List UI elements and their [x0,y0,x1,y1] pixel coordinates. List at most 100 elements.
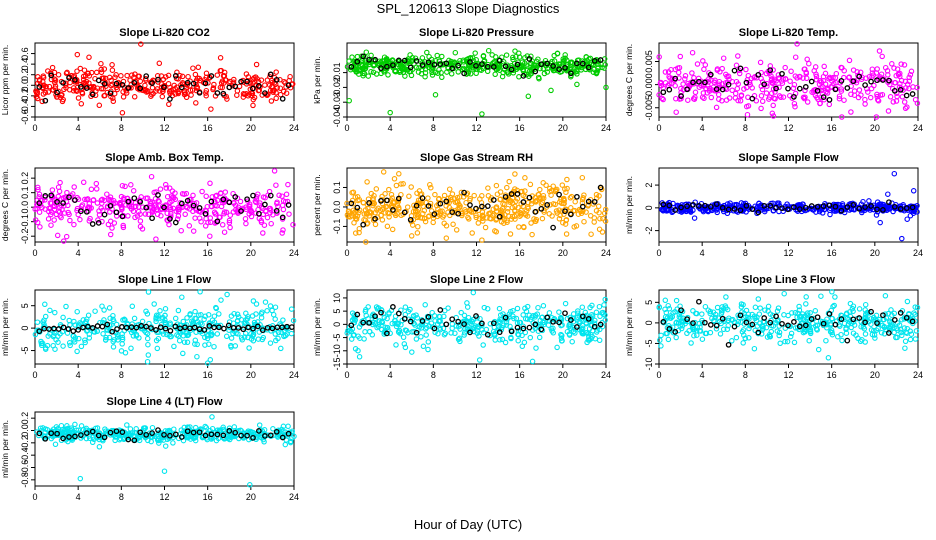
data-point [67,342,73,349]
y-axis-label: ml/min per min. [624,176,634,234]
data-point [726,95,733,101]
data-point [243,220,249,227]
highlight-point [449,209,456,215]
data-point [529,358,536,365]
data-point [253,196,260,202]
data-point [785,312,791,319]
data-point [426,213,432,219]
data-point [203,193,209,200]
highlight-point [167,216,173,222]
data-point [406,193,412,200]
highlight-point [508,66,515,73]
x-tick-label: 20 [246,370,256,380]
data-point [358,67,364,73]
data-point [273,337,279,344]
highlight-point [473,313,479,319]
data-point [35,186,41,193]
highlight-point [190,80,197,87]
data-point [413,312,419,318]
highlight-point [550,63,556,69]
data-point [470,289,477,296]
data-point [49,64,56,71]
data-point [80,76,87,83]
data-point [563,217,569,224]
data-point [145,437,151,444]
data-point [503,52,510,58]
highlight-point [419,318,426,324]
highlight-points [660,65,916,103]
highlight-point [273,76,280,83]
data-point [143,89,150,95]
data-point [66,340,73,346]
data-point [515,204,521,211]
data-point [678,85,684,92]
highlight-point [544,202,551,208]
data-point [388,191,395,198]
y-tick-label: -0.4 [20,447,30,463]
highlight-point [713,86,720,92]
data-point [179,81,186,87]
data-point [836,93,843,99]
data-point [211,313,218,319]
data-point [596,303,603,310]
data-point [85,196,91,202]
data-point [394,320,400,326]
data-point [178,227,184,234]
data-point [247,79,253,85]
data-point [166,427,173,434]
data-point [98,85,105,92]
data-point [493,217,499,223]
highlight-point [288,324,295,330]
highlight-point [196,205,203,211]
data-point [422,73,428,80]
highlight-point [820,203,827,209]
highlight-point [85,323,91,330]
data-point [137,218,144,224]
data-point [800,94,807,101]
data-point [152,196,159,202]
data-point [520,312,526,318]
data-point [878,329,885,336]
data-point [780,208,786,215]
data-point [82,339,88,346]
data-point [893,334,899,341]
data-point [826,101,833,108]
data-point [262,82,268,88]
data-point [897,73,903,80]
data-point [156,440,162,446]
data-point [442,307,448,314]
data-point [37,224,43,230]
data-point [682,73,689,79]
data-point [841,67,847,74]
figure-x-axis-label: Hour of Day (UTC) [413,517,523,532]
x-tick-label: 24 [289,248,299,258]
highlight-point [713,201,720,207]
highlight-point [202,210,209,217]
data-point [208,106,214,112]
data-point [113,321,120,328]
data-point [473,212,479,219]
data-point [48,222,54,228]
data-point [243,71,250,77]
data-point [439,53,445,60]
data-point [102,92,108,99]
data-point [164,210,170,217]
data-point [137,78,144,85]
highlight-point [250,325,256,332]
data-point [515,327,522,334]
data-point [59,92,65,98]
data-point [419,215,425,221]
data-point [461,332,467,338]
data-point [596,209,602,216]
y-tick-label: 5 [20,303,30,308]
highlight-point [285,430,292,437]
x-tick-label: 24 [289,492,299,502]
data-point [724,326,731,333]
highlight-point [101,211,108,218]
data-point [492,71,498,78]
data-point [361,70,368,77]
data-point [687,208,693,214]
data-point [481,304,488,311]
highlight-point [678,204,684,211]
data-point [369,332,376,338]
